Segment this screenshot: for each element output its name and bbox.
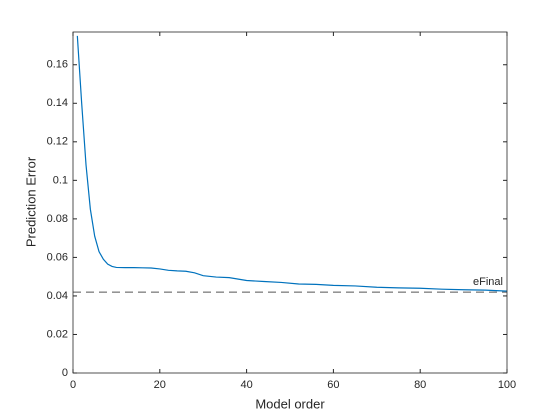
y-axis-label: Prediction Error: [23, 156, 38, 247]
x-tick-label: 40: [240, 379, 252, 391]
plot-area: [73, 32, 507, 373]
y-tick-label: 0.04: [47, 290, 68, 302]
y-tick-label: 0.14: [47, 97, 68, 109]
line-series: [76, 35, 507, 292]
x-axis-label: Model order: [255, 396, 325, 411]
y-tick-label: 0.16: [47, 59, 68, 71]
x-tick-label: 0: [70, 379, 76, 391]
y-tick-label: 0.08: [47, 213, 68, 225]
y-tick-label: 0.1: [53, 174, 68, 186]
x-tick-label: 80: [414, 379, 426, 391]
x-tick-label: 20: [154, 379, 166, 391]
x-tick-label: 100: [498, 379, 516, 391]
axes-box: [72, 31, 508, 374]
reference-label: eFinal: [473, 276, 503, 288]
y-tick-label: 0.06: [47, 251, 68, 263]
y-tick-label: 0: [62, 367, 68, 379]
y-tick-label: 0.12: [47, 136, 68, 148]
y-tick-label: 0.02: [47, 328, 68, 340]
x-tick-label: 60: [327, 379, 339, 391]
